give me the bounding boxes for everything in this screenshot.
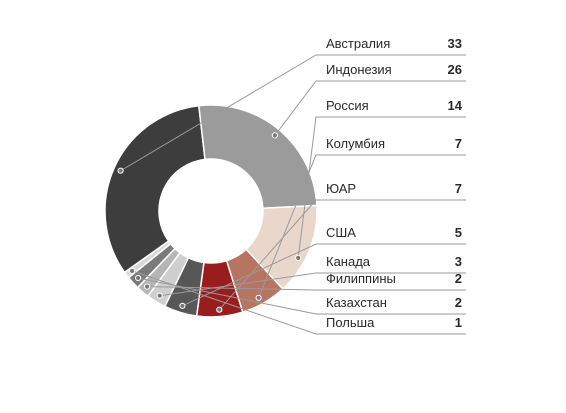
leader-dot-10 [129,267,136,274]
legend-label-10: Польша [326,315,375,330]
slice-2 [197,104,318,210]
leader-dot-3 [295,254,302,261]
leader-line-6 [182,243,466,307]
leader-dot-4 [255,294,262,301]
leader-line-1 [120,54,466,172]
leader-line-8 [147,286,466,291]
legend-label-7: Канада [326,254,371,269]
data-label-6: 5 [455,225,462,240]
data-label-3: 14 [448,98,463,113]
leader-line-4 [258,154,466,298]
data-label-7: 3 [455,254,462,269]
data-label-10: 1 [455,315,462,330]
legend-label-8: Филиппины [326,271,396,286]
leader-dot-5 [216,306,223,313]
leader-line-10 [131,270,466,335]
leader-dot-8 [144,283,151,290]
legend-label-1: Австралия [326,36,390,51]
leader-dot-1 [117,167,124,174]
legend-label-2: Индонезия [326,62,392,77]
leader-line-2 [274,80,466,136]
legend-label-3: Россия [326,98,369,113]
data-label-1: 33 [448,36,462,51]
legend-label-4: Колумбия [326,136,385,151]
legend-label-9: Казахстан [326,295,387,310]
data-label-8: 2 [455,271,462,286]
data-label-9: 2 [455,295,462,310]
leader-dot-2 [271,132,278,139]
leader-line-9 [138,277,466,315]
leader-dot-7 [156,292,163,299]
leader-line-5 [218,199,466,311]
leader-line-3 [297,116,466,258]
slice-10 [123,240,172,279]
legend-label-5: ЮАР [326,181,356,196]
data-label-2: 26 [448,62,462,77]
slice-1 [104,104,206,274]
legend-label-6: США [326,225,356,240]
leader-dot-6 [179,302,186,309]
leader-dot-9 [135,274,142,282]
data-label-5: 7 [455,181,462,196]
data-label-4: 7 [455,136,462,151]
